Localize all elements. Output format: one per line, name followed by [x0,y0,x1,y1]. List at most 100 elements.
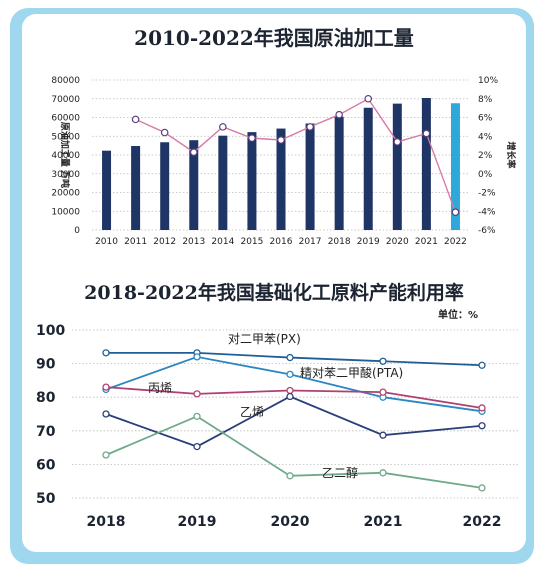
chart2-x-tick-label: 2022 [463,514,502,530]
chart1-bar [363,107,373,230]
chart1-y-tick-label: 60000 [51,114,80,124]
chart1-growth-point [451,208,460,216]
chart1-x-tick-label: 2018 [328,237,351,247]
chart1-x-tick-label: 2021 [415,237,438,247]
chart2-series-point [193,412,201,421]
chart1-y-tick-label: 80000 [51,76,80,86]
chart1-y2-tick-label: -6% [478,226,496,236]
chart2-series-label: 对二甲苯(PX) [228,332,301,346]
chart1-x-tick-label: 2017 [299,237,322,247]
chart1-growth-point [393,138,402,146]
chart1-y-tick-label: 10000 [51,207,80,217]
chart1-y-tick-label: 0 [74,226,80,236]
chart2-x-tick-label: 2020 [271,514,310,530]
chart2-series-label: 丙烯 [148,381,172,395]
chart1-y-axis-label: 原油加工量 万吨 [59,122,71,188]
chart1-y-tick-label: 20000 [51,189,80,199]
chart1-bar [131,146,141,230]
chart1-growth-line [135,97,457,213]
chart2-series-label: 乙烯 [240,405,264,419]
chart2-series-point [286,353,294,362]
chart1-x-tick-label: 2012 [153,237,176,247]
chart2-series-point [193,442,201,451]
chart2-x-tick-label: 2018 [87,514,126,530]
chart1-bar [247,132,257,230]
chart2-y-tick-label: 70 [36,424,56,440]
chart2-x-tick-label: 2019 [178,514,217,530]
chart1-bar [189,140,199,230]
chart2-series-point [286,370,294,379]
chart1-y-tick-label: 70000 [51,95,80,105]
chart1-x-tick-label: 2015 [240,237,263,247]
chart1-growth-point [248,134,256,142]
chart1-growth-point [189,148,198,156]
chart1-bar [102,150,112,230]
chart2-series-point [379,469,387,477]
chart1-growth-point [335,110,343,119]
chart2-series-point [379,388,387,396]
chart2-series-point [478,361,486,369]
chart1-growth-point [160,128,169,137]
chart2-series-point [193,353,201,361]
chart1-y2-tick-label: 6% [478,114,493,124]
chart2-series-line [105,415,483,489]
chart1-title: 2010-2022年我国原油加工量 [134,26,414,50]
chart2-series-point [286,386,294,395]
chart1-y2-tick-label: 4% [478,132,493,142]
chart2-series-label: 乙二醇 [322,465,358,480]
chart2-series-point [478,422,486,430]
chart1-y-tick-label: 30000 [51,170,80,180]
chart2-series-point [193,390,201,398]
chart1-bar [450,103,460,230]
chart2-series-point [286,392,294,401]
chart1-bar [305,123,315,230]
chart2-series-point [286,472,294,480]
chart2-series-point [102,383,110,391]
chart1-bar [392,103,402,230]
chart2-series-point [478,404,486,412]
chart2-series-point [102,349,110,357]
chart1-y2-tick-label: 10% [478,76,498,86]
chart1-bar [160,142,170,230]
card [22,14,526,552]
chart1-growth-point [277,136,285,144]
chart2-x-tick-label: 2021 [364,514,403,530]
chart1-growth-point [422,129,431,138]
chart1-x-tick-label: 2013 [182,237,205,247]
chart1-bar [334,116,344,230]
chart1-x-tick-label: 2014 [211,237,234,247]
chart1-y2-tick-label: -2% [478,189,496,199]
chart1-y2-axis-label: 增长率 [505,141,517,168]
chart2-unit-label: 单位：% [438,310,479,321]
chart1-y-tick-label: 40000 [51,151,80,161]
chart1-y2-tick-label: 0% [478,170,493,180]
chart2-series-point [379,357,387,365]
chart1-y2-tick-label: -4% [478,207,496,217]
chart1-x-tick-label: 2022 [444,237,467,247]
chart2-title: 2018-2022年我国基础化工原料产能利用率 [84,282,464,304]
chart2-y-tick-label: 80 [36,390,56,406]
chart2-series-point [379,431,387,439]
chart1-growth-point [131,115,140,124]
chart1-bar [276,128,286,230]
chart2-series-point [478,484,486,492]
chart1-bar [218,135,228,230]
chart1-y-tick-label: 50000 [51,132,80,142]
chart2-series-point [102,451,110,459]
chart2-y-tick-label: 90 [36,357,56,373]
chart1-x-tick-label: 2020 [386,237,409,247]
chart2-y-tick-label: 50 [36,491,56,507]
chart2-series-label: 精对苯二甲酸(PTA) [300,365,403,380]
chart1-growth-point [219,123,227,131]
chart1-x-tick-label: 2011 [124,237,147,247]
chart1-x-tick-label: 2019 [357,237,380,247]
chart1-x-tick-label: 2016 [270,237,293,247]
chart1-y2-tick-label: 8% [478,95,493,105]
chart1-x-tick-label: 2010 [95,237,118,247]
chart1-growth-point [306,123,314,131]
chart2-y-tick-label: 100 [36,323,65,339]
chart2-y-tick-label: 60 [36,457,56,473]
chart1-bar [421,98,431,230]
